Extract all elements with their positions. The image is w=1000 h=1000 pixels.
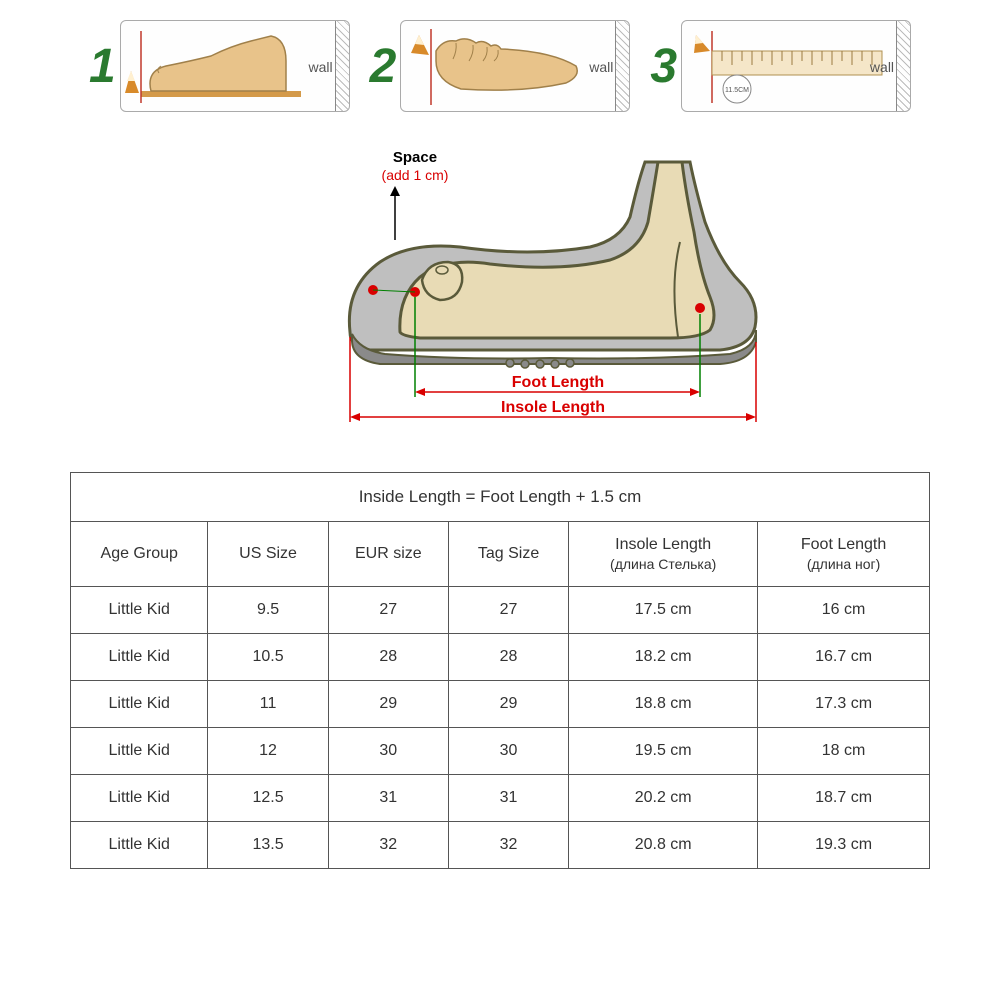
cell-insole: 18.8 cm (569, 681, 758, 728)
step-box-1: wall (120, 20, 350, 112)
col-insole-label: Insole Length (615, 536, 711, 553)
cell-eur: 29 (328, 681, 448, 728)
space-label: Space (393, 149, 437, 166)
table-row: Little Kid13.5323220.8 cm19.3 cm (71, 822, 930, 869)
shoe-diagram: Space (add 1 cm) (40, 132, 960, 442)
col-foot: Foot Length (длина ног) (758, 522, 930, 587)
cell-insole: 19.5 cm (569, 728, 758, 775)
measurement-value: 11.5CM (725, 87, 749, 94)
wall-label-3: wall (870, 59, 894, 75)
cell-eur: 28 (328, 634, 448, 681)
step-box-2: wall (400, 20, 630, 112)
wall-label-2: wall (589, 59, 613, 75)
cell-tag: 31 (448, 775, 568, 822)
cell-foot: 16.7 cm (758, 634, 930, 681)
cell-us: 10.5 (208, 634, 328, 681)
cell-age: Little Kid (71, 681, 208, 728)
col-insole-sub: (длина Стелька) (577, 556, 749, 572)
col-insole: Insole Length (длина Стелька) (569, 522, 758, 587)
cell-foot: 18.7 cm (758, 775, 930, 822)
cell-eur: 30 (328, 728, 448, 775)
cell-age: Little Kid (71, 728, 208, 775)
step-number-3: 3 (650, 39, 677, 94)
cell-us: 9.5 (208, 587, 328, 634)
wall-hatch-3 (896, 21, 910, 111)
table-row: Little Kid12303019.5 cm18 cm (71, 728, 930, 775)
table-row: Little Kid11292918.8 cm17.3 cm (71, 681, 930, 728)
cell-tag: 27 (448, 587, 568, 634)
table-row: Little Kid9.5272717.5 cm16 cm (71, 587, 930, 634)
col-us: US Size (208, 522, 328, 587)
cell-tag: 30 (448, 728, 568, 775)
foot-length-label: Foot Length (512, 374, 604, 391)
table-row: Little Kid12.5313120.2 cm18.7 cm (71, 775, 930, 822)
table-caption: Inside Length = Foot Length + 1.5 cm (70, 472, 930, 521)
cell-us: 11 (208, 681, 328, 728)
step-box-3: 11.5CM wall (681, 20, 911, 112)
cell-age: Little Kid (71, 587, 208, 634)
table-header-row: Age Group US Size EUR size Tag Size Inso… (71, 522, 930, 587)
step-3: 3 11.5CM wall (650, 20, 911, 112)
cell-foot: 16 cm (758, 587, 930, 634)
col-foot-sub: (длина ног) (766, 556, 921, 572)
table-row: Little Kid10.5282818.2 cm16.7 cm (71, 634, 930, 681)
cell-tag: 32 (448, 822, 568, 869)
cell-us: 12 (208, 728, 328, 775)
cell-insole: 17.5 cm (569, 587, 758, 634)
step-number-2: 2 (370, 39, 397, 94)
cell-eur: 27 (328, 587, 448, 634)
wall-label-1: wall (309, 59, 333, 75)
step-1: 1 wall (89, 20, 350, 112)
cell-eur: 32 (328, 822, 448, 869)
col-tag: Tag Size (448, 522, 568, 587)
cell-eur: 31 (328, 775, 448, 822)
step-number-1: 1 (89, 39, 116, 94)
cell-foot: 17.3 cm (758, 681, 930, 728)
space-sub-label: (add 1 cm) (382, 167, 449, 183)
cell-age: Little Kid (71, 634, 208, 681)
size-table: Age Group US Size EUR size Tag Size Inso… (70, 521, 930, 869)
insole-length-label: Insole Length (501, 399, 605, 416)
measurement-steps: 1 wall 2 (40, 20, 960, 112)
cell-age: Little Kid (71, 775, 208, 822)
col-foot-label: Foot Length (801, 536, 886, 553)
wall-hatch-1 (335, 21, 349, 111)
step-2: 2 wall (370, 20, 631, 112)
shoe-cross-section-icon: Space (add 1 cm) (200, 132, 800, 442)
cell-insole: 20.2 cm (569, 775, 758, 822)
cell-tag: 29 (448, 681, 568, 728)
cell-us: 13.5 (208, 822, 328, 869)
wall-hatch-2 (615, 21, 629, 111)
cell-insole: 18.2 cm (569, 634, 758, 681)
cell-tag: 28 (448, 634, 568, 681)
cell-age: Little Kid (71, 822, 208, 869)
size-chart: Inside Length = Foot Length + 1.5 cm Age… (70, 472, 930, 869)
cell-foot: 19.3 cm (758, 822, 930, 869)
cell-foot: 18 cm (758, 728, 930, 775)
cell-us: 12.5 (208, 775, 328, 822)
col-eur: EUR size (328, 522, 448, 587)
cell-insole: 20.8 cm (569, 822, 758, 869)
col-age: Age Group (71, 522, 208, 587)
